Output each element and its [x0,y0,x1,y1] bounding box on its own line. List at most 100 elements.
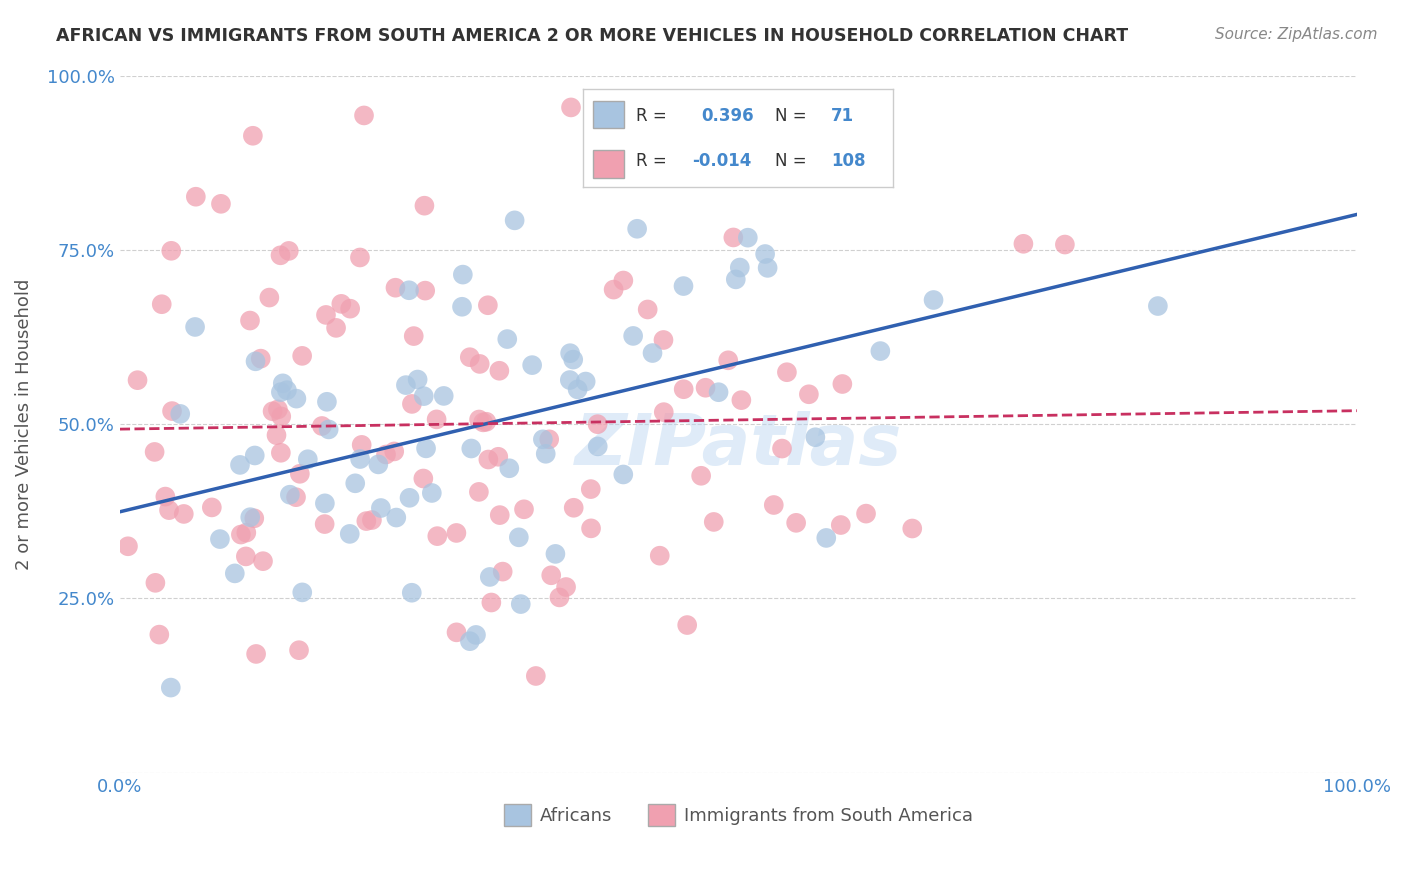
Africans [401,585,423,599]
Text: 108: 108 [831,152,866,169]
Immigrants from South America [277,244,299,258]
Africans [558,373,581,387]
Text: Source: ZipAtlas.com: Source: ZipAtlas.com [1215,27,1378,42]
Africans [395,378,418,392]
Africans [316,394,339,409]
Immigrants from South America [583,170,606,185]
Text: 71: 71 [831,107,853,125]
Africans [724,272,747,286]
Immigrants from South America [446,625,468,640]
Africans [575,375,598,389]
Text: ZIPatlas: ZIPatlas [575,410,903,480]
Immigrants from South America [209,197,232,211]
Immigrants from South America [339,301,361,316]
Africans [224,566,246,581]
Africans [291,585,314,599]
Africans [756,260,779,275]
Africans [385,510,408,524]
Immigrants from South America [477,452,499,467]
Immigrants from South America [717,353,740,368]
FancyBboxPatch shape [593,150,624,178]
Immigrants from South America [375,448,398,462]
Africans [558,346,581,360]
Immigrants from South America [540,568,562,582]
Africans [344,476,367,491]
Immigrants from South America [315,308,337,322]
Immigrants from South America [652,333,675,347]
Immigrants from South America [830,518,852,533]
Immigrants from South America [401,397,423,411]
Immigrants from South America [291,349,314,363]
Immigrants from South America [555,580,578,594]
Africans [586,439,609,453]
Immigrants from South America [1012,236,1035,251]
Africans [508,530,530,544]
Immigrants from South America [695,381,717,395]
Immigrants from South America [325,321,347,335]
Africans [208,532,231,546]
Immigrants from South America [311,419,333,434]
Immigrants from South America [349,251,371,265]
Immigrants from South America [150,297,173,311]
Africans [349,452,371,467]
Africans [398,491,420,505]
Immigrants from South America [797,387,820,401]
Text: 0.396: 0.396 [702,107,754,125]
Africans [562,352,585,367]
Immigrants from South America [468,412,491,426]
Immigrants from South America [475,415,498,429]
Africans [415,442,437,456]
Immigrants from South America [446,525,468,540]
Africans [278,488,301,502]
Immigrants from South America [413,199,436,213]
Africans [737,230,759,244]
Immigrants from South America [562,500,585,515]
Africans [159,681,181,695]
Immigrants from South America [468,484,491,499]
Immigrants from South America [356,514,378,528]
Africans [398,283,420,297]
Immigrants from South America [488,508,510,522]
Text: R =: R = [636,107,666,125]
Immigrants from South America [314,517,336,532]
Immigrants from South America [330,297,353,311]
Africans [922,293,945,307]
Immigrants from South America [267,402,290,417]
Immigrants from South America [413,284,436,298]
Immigrants from South America [602,283,624,297]
Africans [460,442,482,456]
Africans [339,527,361,541]
Immigrants from South America [486,450,509,464]
Africans [420,486,443,500]
Africans [1147,299,1170,313]
Immigrants from South America [117,539,139,553]
Africans [433,389,456,403]
Africans [498,461,520,475]
Immigrants from South America [143,445,166,459]
Immigrants from South America [477,298,499,312]
Immigrants from South America [703,515,725,529]
Immigrants from South America [127,373,149,387]
Immigrants from South America [637,302,659,317]
Immigrants from South America [492,565,515,579]
Immigrants from South America [235,549,257,564]
Immigrants from South America [201,500,224,515]
Immigrants from South America [855,507,877,521]
Africans [534,447,557,461]
Africans [509,597,531,611]
Text: N =: N = [775,107,807,125]
Immigrants from South America [690,468,713,483]
Immigrants from South America [479,595,502,609]
Legend: Africans, Immigrants from South America: Africans, Immigrants from South America [496,797,980,833]
Africans [245,354,267,368]
Immigrants from South America [239,313,262,327]
Africans [621,329,644,343]
Immigrants from South America [762,498,785,512]
Immigrants from South America [270,409,292,424]
Immigrants from South America [652,405,675,419]
Immigrants from South America [901,521,924,535]
Africans [243,449,266,463]
Immigrants from South America [249,351,271,366]
Immigrants from South America [384,281,406,295]
Immigrants from South America [723,230,745,244]
